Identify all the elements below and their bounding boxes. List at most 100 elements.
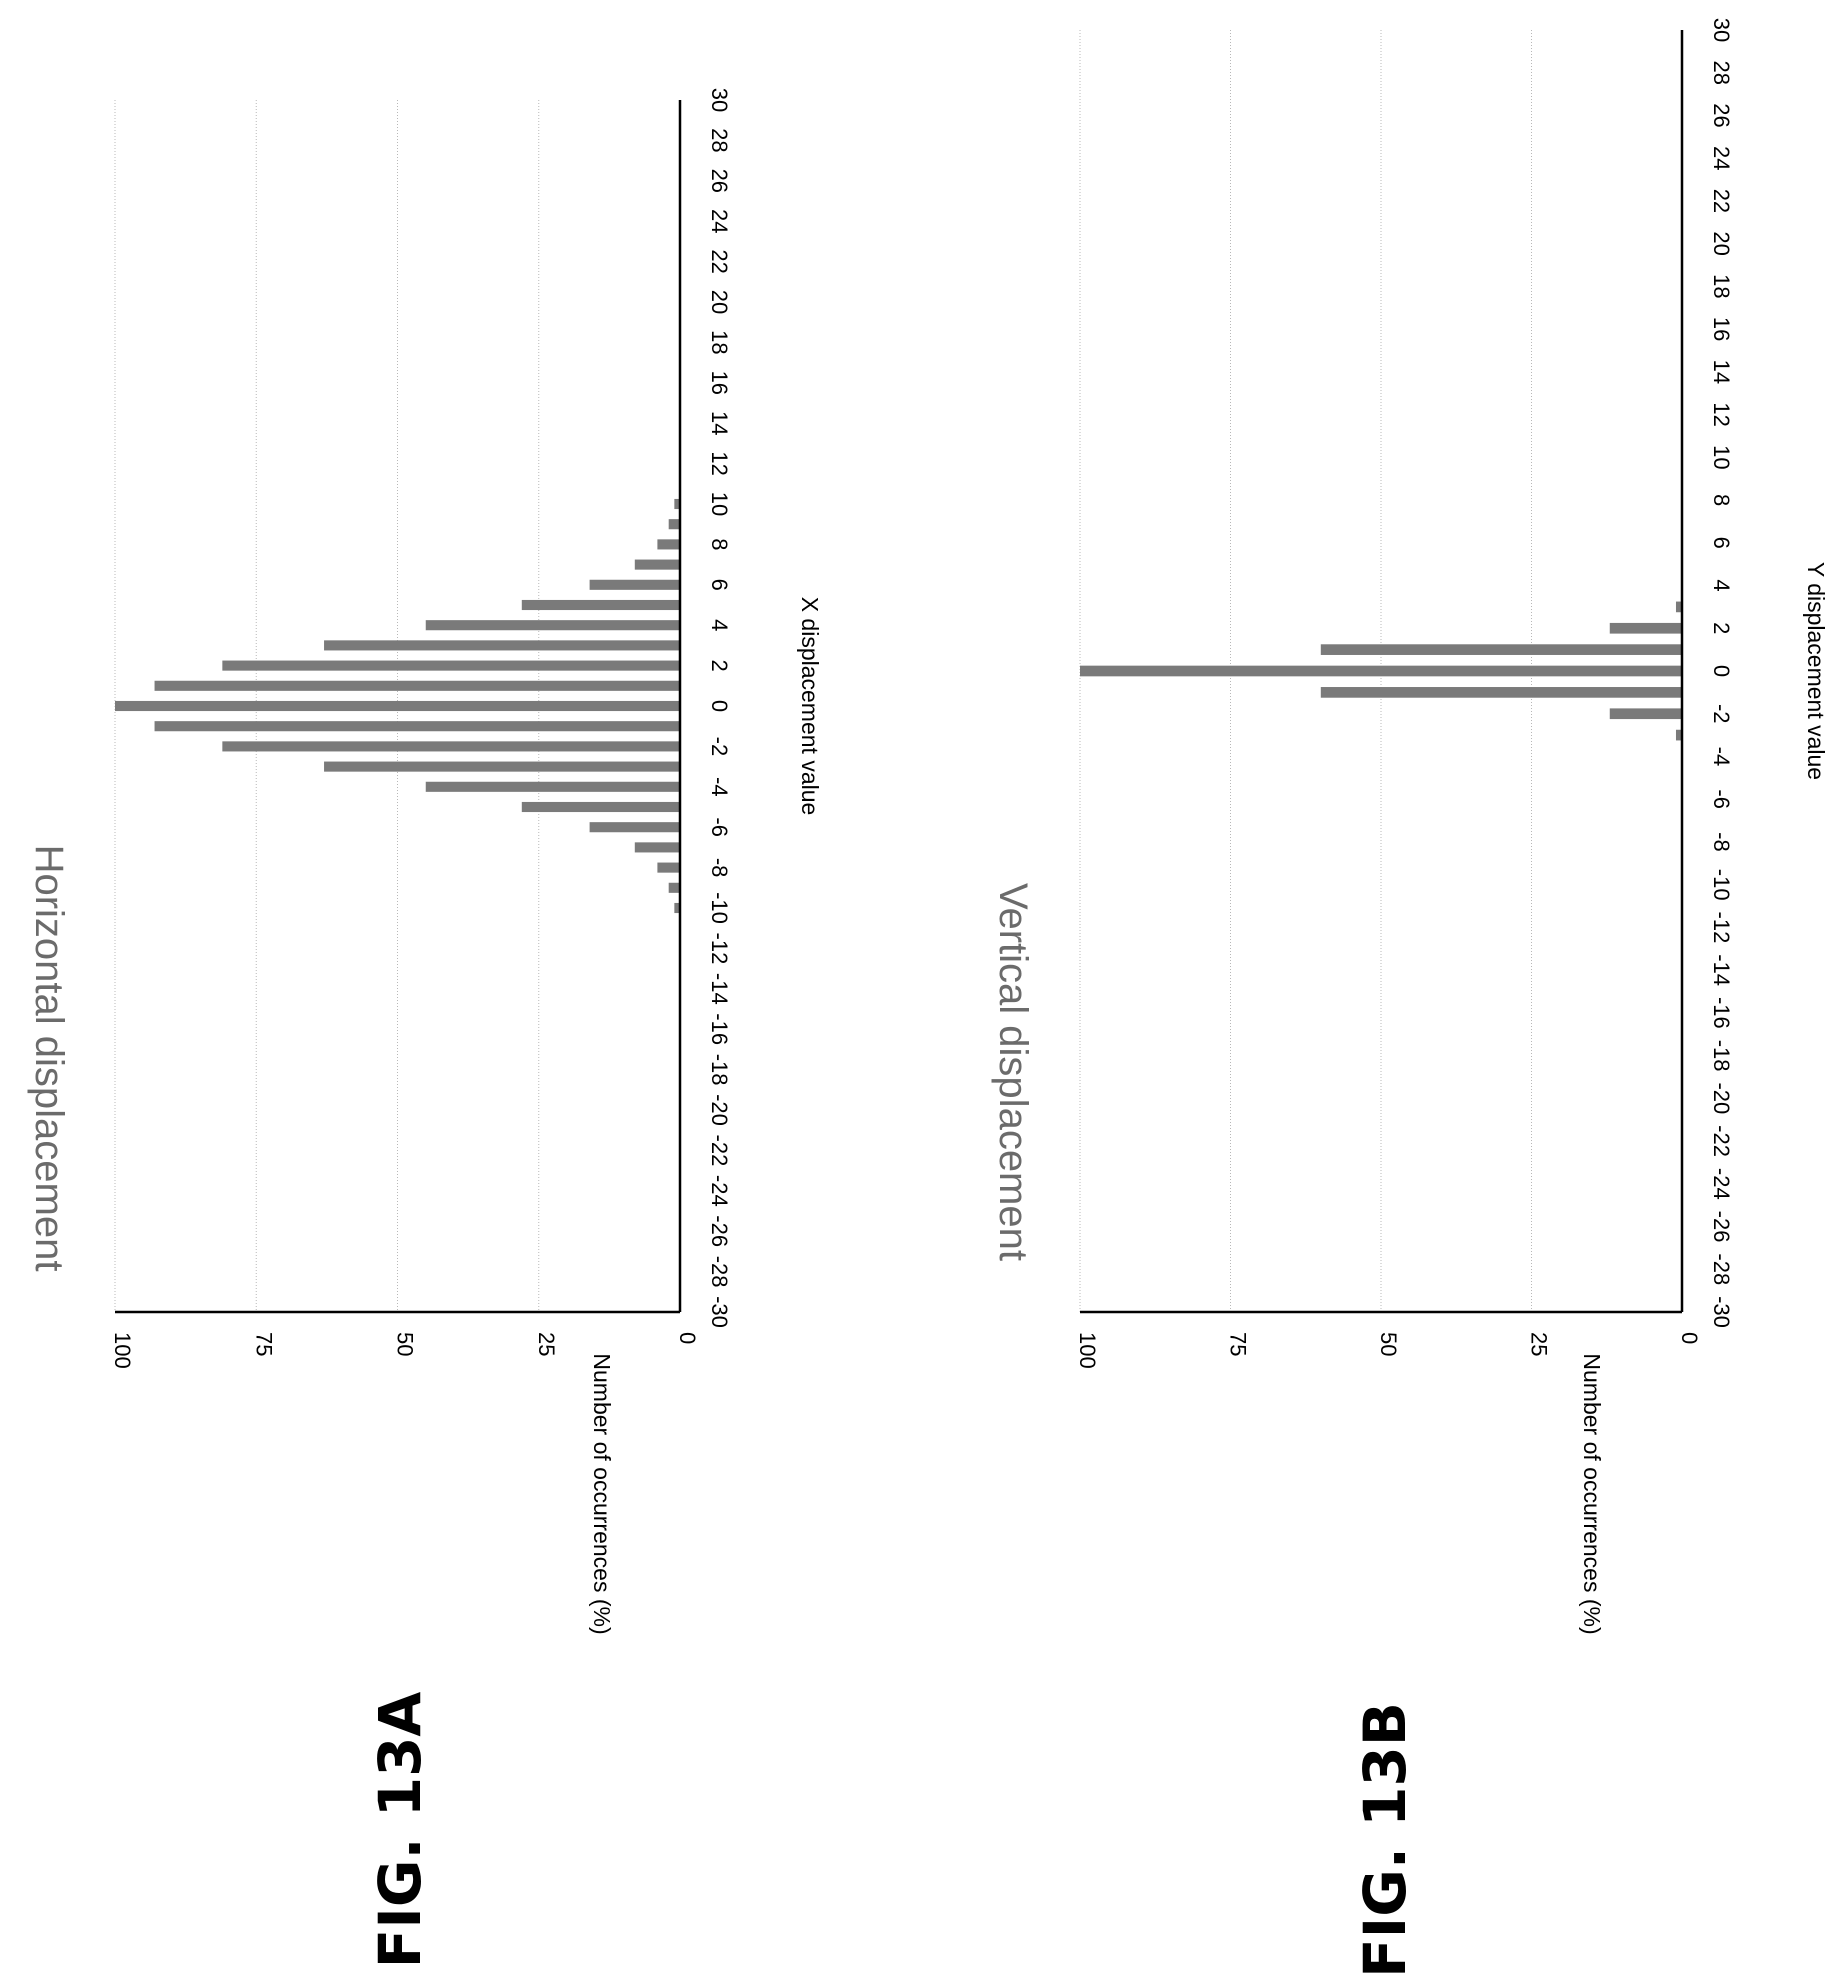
category-tick-label: -28 — [707, 1256, 732, 1288]
category-tick-label: 22 — [1709, 189, 1734, 213]
bar — [668, 882, 680, 893]
category-tick-label: -12 — [707, 933, 732, 965]
x-axis-label: Y displacement value — [1803, 562, 1829, 780]
bar — [222, 660, 680, 671]
value-tick-label: 0 — [1677, 1332, 1702, 1344]
category-tick-label: -16 — [707, 1013, 732, 1045]
value-tick-label: 25 — [1527, 1332, 1552, 1356]
y-axis-label: Number of occurrences (%) — [1579, 1353, 1605, 1634]
figure-label-13a-text: FIG. 13A — [366, 1692, 434, 1969]
category-tick-label: -24 — [1709, 1168, 1734, 1200]
chart-title: Vertical displacement — [991, 883, 1035, 1261]
bar — [657, 539, 680, 550]
category-tick-label: 18 — [707, 330, 732, 354]
figure-label-13b: FIG. 13B — [1351, 1702, 1419, 1978]
category-tick-label: 12 — [707, 451, 732, 475]
bar — [154, 680, 681, 691]
category-tick-label: -10 — [707, 892, 732, 924]
value-tick-label: 25 — [534, 1332, 559, 1356]
category-tick-label: -4 — [707, 777, 732, 797]
category-tick-label: -26 — [1709, 1211, 1734, 1243]
bar — [521, 599, 680, 611]
category-tick-label: 26 — [707, 169, 732, 193]
bar — [634, 842, 680, 853]
category-tick-label: -22 — [707, 1135, 732, 1167]
category-tick-label: 10 — [707, 492, 732, 516]
bar — [674, 498, 680, 510]
category-tick-label: -2 — [707, 737, 732, 757]
category-tick-label: -6 — [1709, 789, 1734, 809]
category-tick-label: 20 — [1709, 231, 1734, 255]
value-tick-label: 100 — [110, 1332, 135, 1369]
bar — [668, 519, 680, 530]
chart-1: 0255075100-30-28-26-24-22-20-18-16-14-12… — [991, 18, 1829, 1635]
category-tick-label: 2 — [1709, 622, 1734, 634]
category-tick-label: 12 — [1709, 402, 1734, 426]
figure-label-13b-text: FIG. 13B — [1351, 1702, 1419, 1978]
category-tick-label: -26 — [707, 1215, 732, 1247]
bar — [1609, 708, 1682, 720]
category-tick-label: 28 — [1709, 60, 1734, 84]
category-tick-label: 16 — [1709, 317, 1734, 341]
category-tick-label: -10 — [1709, 869, 1734, 901]
category-tick-label: 24 — [707, 209, 732, 233]
bar — [324, 640, 680, 651]
category-tick-label: 30 — [707, 88, 732, 112]
bar — [425, 781, 680, 792]
bar — [634, 559, 680, 570]
category-tick-label: 14 — [1709, 360, 1734, 384]
value-tick-label: 0 — [675, 1332, 700, 1344]
bar — [589, 822, 680, 833]
value-tick-label: 75 — [251, 1332, 276, 1356]
category-tick-label: -8 — [707, 858, 732, 878]
bar — [154, 721, 681, 732]
bar — [324, 761, 680, 772]
category-tick-label: 30 — [1709, 18, 1734, 42]
bar — [657, 862, 680, 873]
category-tick-label: -2 — [1709, 704, 1734, 724]
category-tick-label: -18 — [1709, 1040, 1734, 1072]
category-tick-label: 18 — [1709, 274, 1734, 298]
category-tick-label: -8 — [1709, 832, 1734, 852]
bar — [222, 741, 680, 752]
category-tick-label: -30 — [707, 1296, 732, 1328]
category-tick-label: 8 — [1709, 494, 1734, 506]
category-tick-label: 26 — [1709, 103, 1734, 127]
category-tick-label: -24 — [707, 1175, 732, 1207]
category-tick-label: 20 — [707, 290, 732, 314]
category-tick-label: -18 — [707, 1054, 732, 1086]
category-tick-label: 4 — [707, 619, 732, 631]
category-tick-label: -4 — [1709, 747, 1734, 767]
category-tick-label: -12 — [1709, 912, 1734, 944]
category-tick-label: 28 — [707, 128, 732, 152]
category-tick-label: -28 — [1709, 1253, 1734, 1285]
category-tick-label: -30 — [1709, 1296, 1734, 1328]
category-tick-label: 24 — [1709, 146, 1734, 170]
category-tick-label: 14 — [707, 411, 732, 435]
category-tick-label: -20 — [1709, 1082, 1734, 1114]
category-tick-label: -6 — [707, 817, 732, 837]
chart-title: Horizontal displacement — [27, 845, 71, 1272]
category-tick-label: -14 — [707, 973, 732, 1005]
bar — [1080, 665, 1682, 677]
bar — [1320, 687, 1682, 698]
category-tick-label: 22 — [707, 249, 732, 273]
category-tick-label: -16 — [1709, 997, 1734, 1029]
bar — [521, 801, 680, 813]
value-tick-label: 100 — [1075, 1332, 1100, 1369]
category-tick-label: 10 — [1709, 445, 1734, 469]
bar — [1609, 622, 1682, 634]
value-tick-label: 75 — [1226, 1332, 1251, 1356]
category-tick-label: 4 — [1709, 579, 1734, 591]
category-tick-label: 6 — [1709, 537, 1734, 549]
y-axis-label: Number of occurrences (%) — [589, 1353, 615, 1634]
category-tick-label: 0 — [1709, 665, 1734, 677]
bar — [674, 902, 680, 914]
category-tick-label: 6 — [707, 579, 732, 591]
category-tick-label: 16 — [707, 371, 732, 395]
category-tick-label: 0 — [707, 700, 732, 712]
bar — [1675, 729, 1682, 741]
category-tick-label: 2 — [707, 659, 732, 671]
category-tick-label: -22 — [1709, 1125, 1734, 1157]
